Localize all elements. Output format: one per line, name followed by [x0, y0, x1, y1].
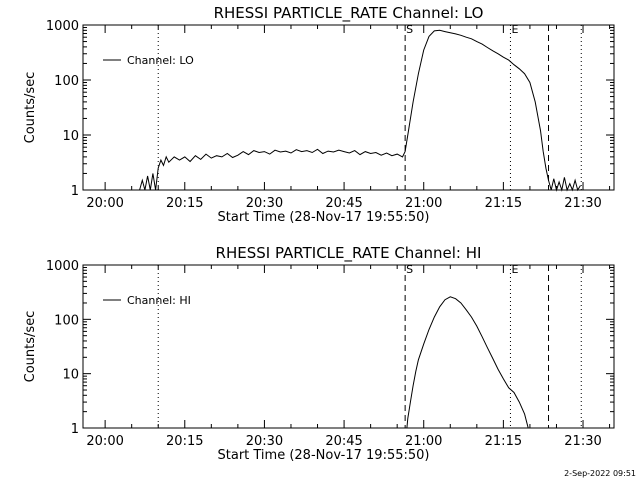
x-tick-label: 21:30 [564, 196, 601, 211]
x-tick-label: 20:15 [166, 196, 203, 211]
x-tick-label: 20:45 [325, 434, 362, 449]
plot-frame [82, 264, 615, 429]
y-axis: 1 10 100 1000 Counts/sec [23, 259, 614, 437]
legend: Channel: HI [103, 294, 191, 307]
marker-label-S: S [406, 263, 413, 276]
y-tick-label: 100 [54, 74, 79, 89]
chart-title: RHESSI PARTICLE_RATE Channel: LO [214, 4, 484, 23]
plot-frame [82, 24, 615, 191]
x-tick-label: 20:15 [166, 434, 203, 449]
marker-label-E: E [511, 263, 518, 276]
x-tick-label: 21:15 [485, 434, 522, 449]
marker-label-S: S [406, 23, 413, 36]
x-tick-label: 21:00 [405, 434, 442, 449]
y-axis-label: Counts/sec [23, 72, 38, 144]
y-tick-label: 10 [62, 129, 79, 144]
x-tick-label: 21:00 [405, 196, 442, 211]
y-tick-label: 10 [62, 368, 79, 383]
x-tick-label: 20:00 [86, 196, 123, 211]
x-tick-label: 21:15 [485, 196, 522, 211]
x-tick-label: 20:30 [246, 434, 283, 449]
y-tick-label: 1000 [46, 19, 79, 34]
marker-label-E: E [511, 23, 518, 36]
y-axis-label: Counts/sec [23, 311, 38, 383]
x-tick-label: 20:30 [246, 196, 283, 211]
x-tick-label: 20:00 [86, 434, 123, 449]
y-tick-label: 1000 [46, 259, 79, 274]
series-line [406, 296, 529, 429]
x-axis: 20:00 20:15 20:30 20:45 21:00 21:15 21:30 Start… [86, 265, 611, 463]
y-tick-label: 1 [71, 184, 79, 199]
x-axis-label: Start Time (28-Nov-17 19:55:50) [218, 448, 430, 463]
y-axis: 1 10 100 1000 Counts/sec [23, 19, 614, 199]
legend-entry: Channel: HI [127, 294, 191, 307]
legend-entry: Channel: LO [127, 54, 194, 67]
x-axis-label: Start Time (28-Nov-17 19:55:50) [218, 210, 430, 225]
y-tick-label: 1 [71, 422, 79, 437]
x-tick-label: 21:30 [564, 434, 601, 449]
series-line [139, 29, 581, 192]
y-tick-label: 100 [54, 313, 79, 328]
chart-title: RHESSI PARTICLE_RATE Channel: HI [216, 244, 482, 263]
x-axis: 20:00 20:15 20:30 20:45 21:00 21:15 21:30 Start… [86, 25, 611, 225]
x-tick-label: 20:45 [325, 196, 362, 211]
timestamp-footer: 2-Sep-2022 09:51 [564, 469, 636, 478]
legend: Channel: LO [103, 54, 194, 67]
